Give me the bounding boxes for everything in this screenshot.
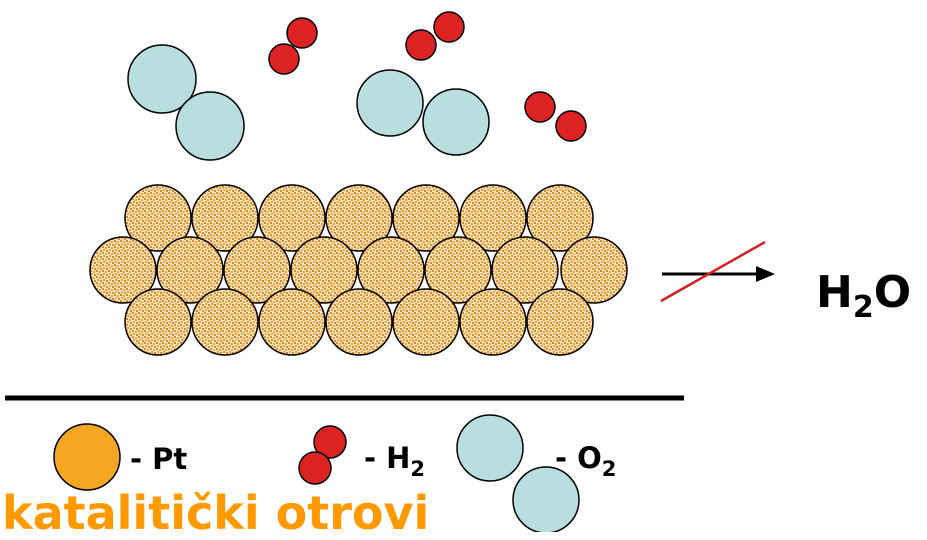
blocked-reaction-arrow	[660, 240, 775, 303]
o2-molecule	[356, 69, 490, 156]
pt-atom	[258, 288, 326, 356]
pt-atom	[560, 236, 628, 304]
pt-atom	[459, 184, 527, 252]
h2-molecule	[405, 11, 465, 61]
pt-atom	[156, 236, 224, 304]
pt-atom	[325, 184, 393, 252]
pt-atom	[526, 288, 594, 356]
legend-o2-label: - O2	[555, 441, 616, 481]
legend: - Pt - H2 - O2	[53, 414, 616, 532]
pt-atom	[424, 236, 492, 304]
h2-molecule	[268, 17, 318, 75]
caption: katalitički otrovi	[2, 486, 430, 540]
pt-atom	[124, 184, 192, 252]
pt-atom	[325, 288, 393, 356]
legend-h2-swatch	[313, 425, 347, 459]
pt-atom	[191, 184, 259, 252]
pt-atom	[124, 288, 192, 356]
product-label: H2O	[816, 267, 911, 325]
legend-h2-label: - H2	[364, 441, 425, 481]
pt-atom	[258, 184, 326, 252]
pt-atom	[491, 236, 559, 304]
pt-atom	[526, 184, 594, 252]
strike-line	[660, 240, 766, 303]
o2-molecule	[127, 44, 245, 161]
pt-atom	[392, 184, 460, 252]
pt-atom	[223, 236, 291, 304]
legend-pt-label: - Pt	[130, 442, 187, 476]
pt-atom	[89, 236, 157, 304]
pt-atom	[191, 288, 259, 356]
legend-pt-swatch	[53, 423, 121, 491]
pt-atom	[357, 236, 425, 304]
pt-atom	[459, 288, 527, 356]
pt-atom	[290, 236, 358, 304]
h2-molecule	[524, 91, 587, 142]
platinum-lattice	[89, 184, 628, 356]
legend-o2-swatch	[456, 414, 524, 482]
pt-atom	[392, 288, 460, 356]
